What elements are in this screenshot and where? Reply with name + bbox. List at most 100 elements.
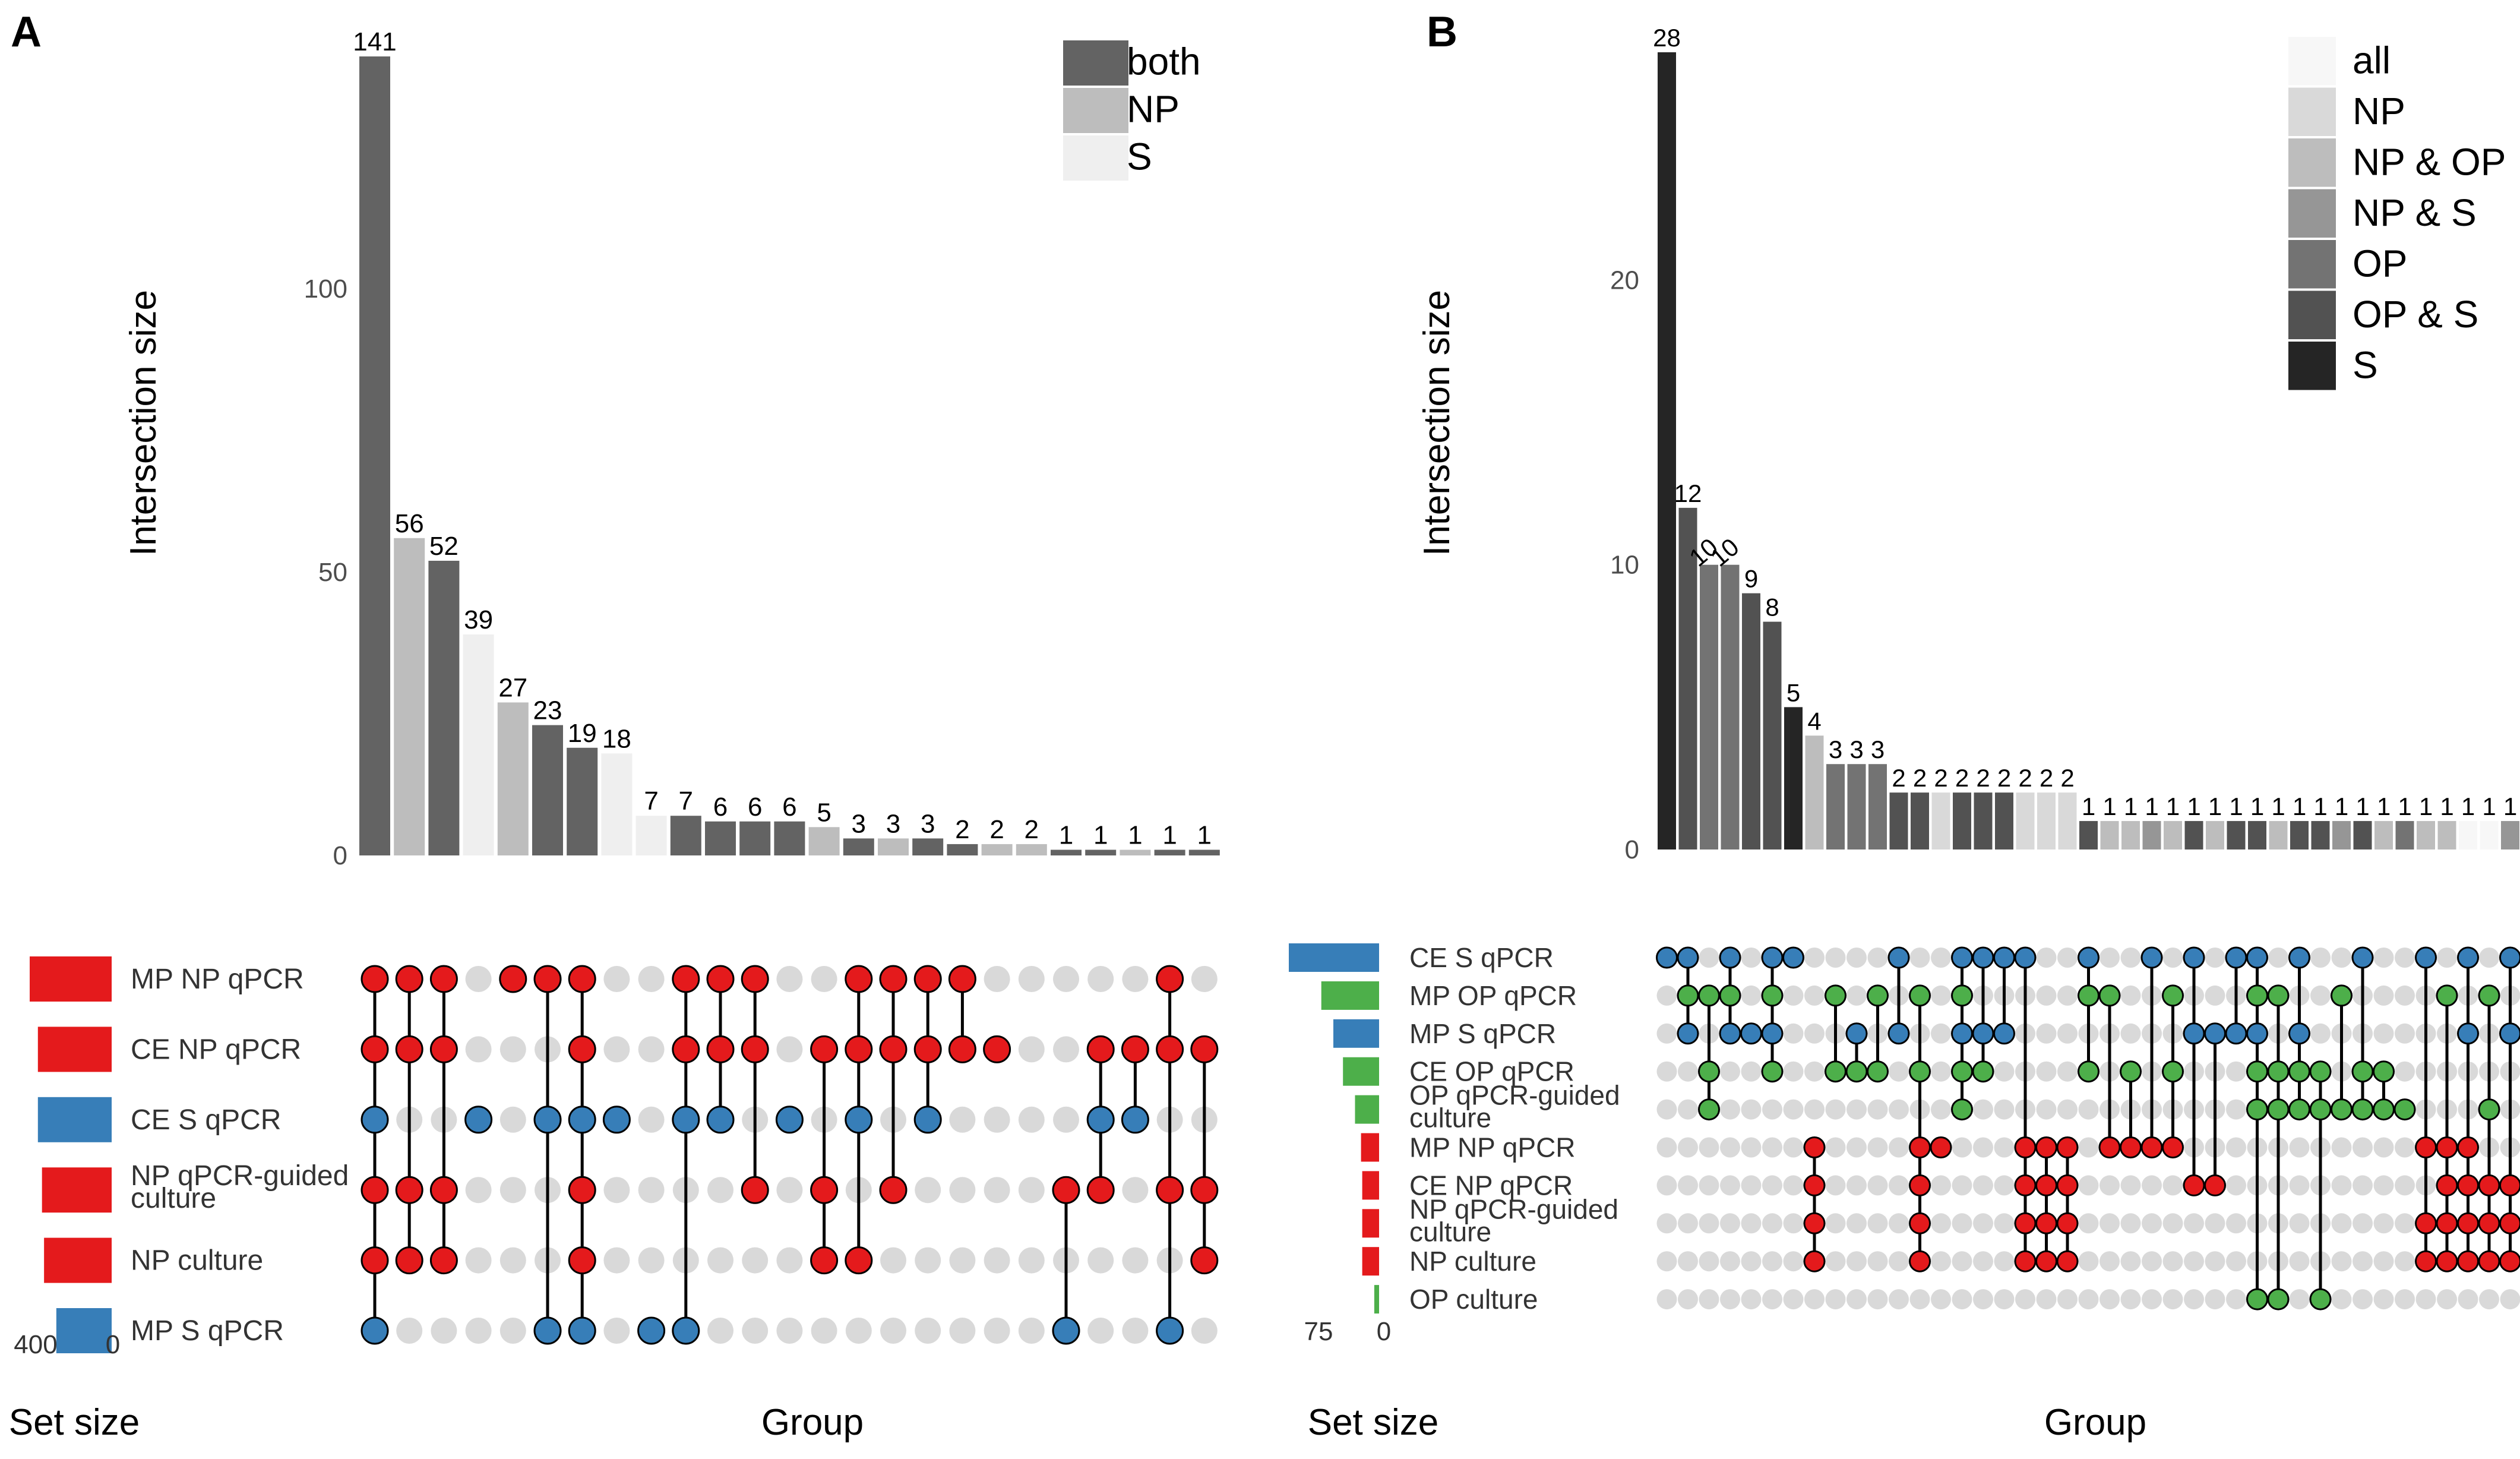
matrix-dot-filled <box>429 965 458 993</box>
matrix-dot-filled <box>2098 1136 2121 1158</box>
matrix-dot-empty <box>638 1177 665 1204</box>
set-size-bar <box>1361 1133 1379 1162</box>
matrix-dot-empty <box>2120 1213 2141 1234</box>
set-name-label: NP culture <box>131 1245 263 1277</box>
bar-value-label: 3 <box>1871 735 1885 763</box>
intersection-bar <box>1805 735 1824 849</box>
matrix-dot-empty <box>707 1247 733 1274</box>
intersection-bar <box>497 702 529 855</box>
matrix-dot-filled <box>2035 1136 2057 1158</box>
set-name-label: NP qPCR-guided <box>1409 1193 1618 1224</box>
matrix-dot-empty <box>2120 1289 2141 1310</box>
intersection-bar <box>2374 821 2393 849</box>
bar-value-label: 39 <box>464 605 493 634</box>
intersection-bar <box>774 821 805 855</box>
intersection-bar <box>878 838 909 855</box>
matrix-dot-filled <box>361 1176 389 1204</box>
intersection-bar <box>1826 764 1845 849</box>
intersection-bar <box>532 725 563 855</box>
set-size-bar <box>44 1237 112 1283</box>
bar-value-label: 3 <box>886 809 900 838</box>
matrix-dot-filled <box>1086 1035 1115 1063</box>
matrix-dot-empty <box>1122 1247 1149 1274</box>
matrix-dot-filled <box>2478 1174 2500 1196</box>
matrix-dot-empty <box>431 1318 457 1344</box>
set-size-bar <box>1362 1247 1379 1276</box>
matrix-dot-empty <box>2479 1289 2499 1310</box>
matrix-dot-empty <box>2205 948 2225 968</box>
matrix-dot-filled <box>845 1106 873 1134</box>
matrix-dot-empty <box>1783 1061 1804 1082</box>
matrix-dot-empty <box>603 966 630 992</box>
bar-value-label: 1 <box>1128 820 1142 849</box>
matrix-dot-empty <box>1720 1289 1740 1310</box>
matrix-dot-empty <box>1762 1099 1782 1120</box>
bar-value-label: 1 <box>2250 792 2264 820</box>
matrix-dot-empty <box>1846 1175 1867 1196</box>
legend-swatch <box>2288 240 2336 289</box>
matrix-dot-filled <box>2288 1098 2310 1121</box>
matrix-dot-empty <box>2500 1289 2520 1310</box>
matrix-dot-filled <box>913 965 942 993</box>
bar-value-label: 1 <box>2313 792 2327 820</box>
intersection-bar <box>2501 821 2519 849</box>
matrix-dot-filled <box>2436 984 2458 1007</box>
matrix-dot-empty <box>1720 1061 1740 1082</box>
intersection-bar <box>2227 821 2246 849</box>
intersection-bar <box>1911 792 1929 849</box>
matrix-dot-empty <box>2310 948 2331 968</box>
intersection-bar <box>947 844 978 855</box>
matrix-dot-empty <box>1678 1213 1698 1234</box>
intersection-bar <box>1016 844 1047 855</box>
matrix-dot-filled <box>810 1035 839 1063</box>
matrix-dot-filled <box>1951 1060 1973 1083</box>
matrix-dot-empty <box>2289 1213 2310 1234</box>
matrix-dot-filled <box>1845 1060 1868 1083</box>
matrix-dot-empty <box>1846 948 1867 968</box>
matrix-dot-filled <box>1825 984 1846 1007</box>
bar-value-label: 1 <box>2398 792 2411 820</box>
intersection-bar <box>1847 764 1866 849</box>
matrix-dot-filled <box>1677 946 1699 969</box>
matrix-dot-empty <box>949 1177 976 1204</box>
matrix-dot-empty <box>638 966 665 992</box>
matrix-dot-empty <box>2120 1175 2141 1196</box>
legend-label: all <box>2353 39 2391 82</box>
matrix-dot-empty <box>1741 1061 1762 1082</box>
intersection-bar <box>1784 707 1803 849</box>
matrix-dot-filled <box>1993 946 2015 969</box>
bar-value-label: 1 <box>2208 792 2222 820</box>
matrix-dot-empty <box>1762 1175 1782 1196</box>
matrix-dot-filled <box>2499 1250 2520 1272</box>
bar-value-label: 1 <box>1162 820 1177 849</box>
matrix-dot-empty <box>2057 1289 2078 1310</box>
matrix-dot-filled <box>2457 1212 2479 1234</box>
matrix-dot-empty <box>603 1247 630 1274</box>
intersection-bar <box>1085 849 1117 855</box>
bar-value-label: 1 <box>2335 792 2348 820</box>
matrix-dot-filled <box>2225 946 2247 969</box>
set-name-label: MP S qPCR <box>131 1315 284 1347</box>
matrix-dot-filled <box>2288 946 2310 969</box>
intersection-bar <box>601 753 633 855</box>
matrix-dot-filled <box>2014 1136 2037 1158</box>
matrix-dot-empty <box>2331 948 2352 968</box>
matrix-dot-empty <box>1741 1137 1762 1158</box>
matrix-dot-empty <box>2373 1023 2394 1044</box>
matrix-dot-empty <box>2437 948 2457 968</box>
matrix-dot-filled <box>845 965 873 993</box>
matrix-dot-empty <box>603 1177 630 1204</box>
intersection-bar <box>2248 821 2266 849</box>
matrix-dot-empty <box>465 966 492 992</box>
matrix-dot-empty <box>1846 1251 1867 1272</box>
legend-label: OP <box>2353 242 2407 285</box>
matrix-dot-empty <box>2162 1213 2183 1234</box>
matrix-dot-empty <box>1909 948 1930 968</box>
matrix-dot-filled <box>395 1246 423 1275</box>
intersection-bar <box>359 56 390 855</box>
matrix-dot-empty <box>1783 1099 1804 1120</box>
matrix-dot-filled <box>706 1035 735 1063</box>
matrix-dot-empty <box>2162 1289 2183 1310</box>
matrix-dot-empty <box>2120 948 2141 968</box>
matrix-dot-empty <box>1909 1289 1930 1310</box>
